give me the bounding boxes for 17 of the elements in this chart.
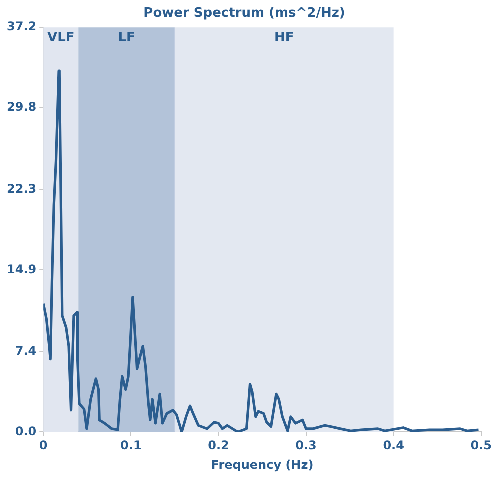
x-tick-label: 0.2 [208,438,230,453]
x-tick-label: 0 [39,438,48,453]
x-tick-label: 0.3 [296,438,317,453]
y-tick-label: 29.8 [7,100,37,114]
x-tick-label: 0.4 [383,438,404,453]
x-tick-label: 0.1 [120,438,142,453]
y-tick-label: 0.0 [15,424,37,438]
band-label: LF [118,30,136,46]
x-axis-title: Frequency (Hz) [211,458,314,472]
y-tick-label: 7.4 [15,344,37,358]
y-tick-label: 37.2 [7,20,37,34]
band-label: VLF [48,30,75,46]
y-tick-label: 14.9 [7,262,37,276]
y-tick-label: 22.3 [7,182,37,196]
chart-title: Power Spectrum (ms^2/Hz) [144,6,346,22]
x-tick-label: 0.5 [470,438,492,453]
band-label: HF [274,30,294,46]
